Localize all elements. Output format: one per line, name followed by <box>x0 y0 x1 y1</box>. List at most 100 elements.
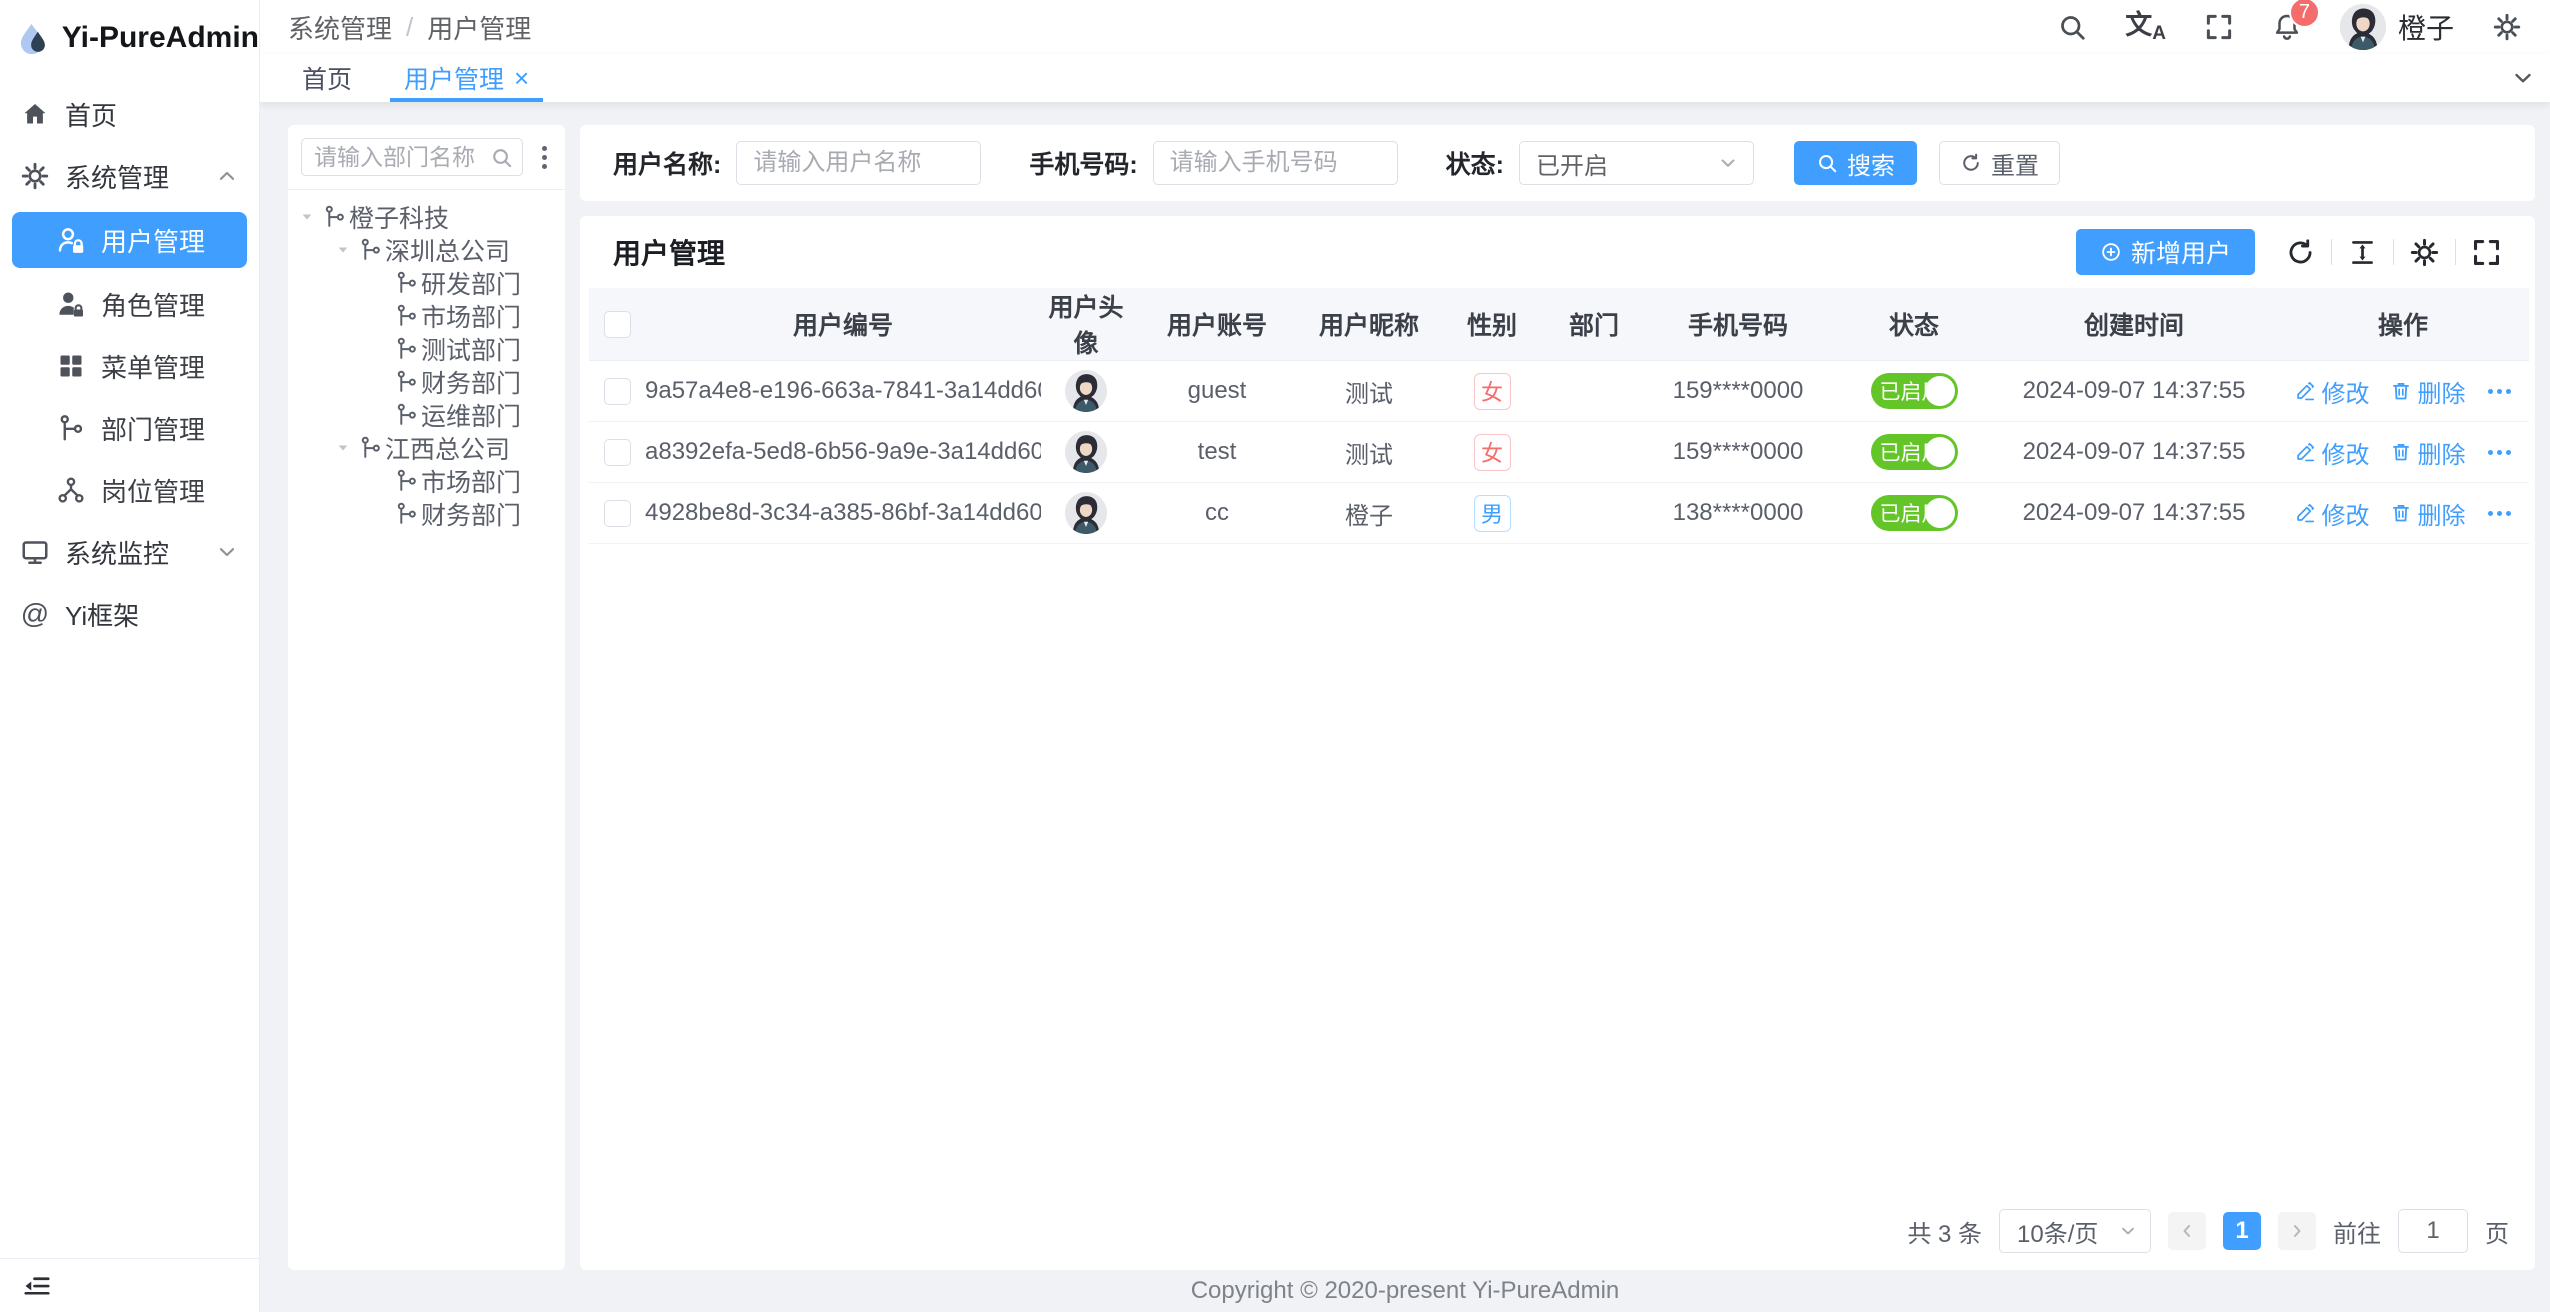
refresh-table-icon[interactable] <box>2285 237 2316 268</box>
sidebar-item-home[interactable]: 首页 <box>0 88 259 140</box>
username-filter-input[interactable] <box>736 141 982 185</box>
tab-home[interactable]: 首页 <box>276 54 378 102</box>
cell-nickname: 橙子 <box>1303 482 1435 544</box>
table-fullscreen-icon[interactable] <box>2471 237 2502 268</box>
cell-user-id: a8392efa-5ed8-6b56-9a9e-3a14dd60f4c8 <box>645 421 1041 483</box>
more-actions-icon[interactable] <box>2486 383 2513 400</box>
edit-link[interactable]: 修改 <box>2294 496 2370 531</box>
add-user-button-label: 新增用户 <box>2130 240 2231 268</box>
cell-nickname: 测试 <box>1303 421 1435 483</box>
search-button[interactable]: 搜索 <box>1793 141 1917 185</box>
tab-user-management[interactable]: 用户管理 × <box>378 54 555 102</box>
tree-node[interactable]: 研发部门 <box>292 266 561 299</box>
user-avatar <box>1065 492 1107 534</box>
tab-options-dropdown[interactable] <box>2496 54 2550 102</box>
more-actions-icon[interactable] <box>2486 444 2513 461</box>
table-toolbar: 用户管理 新增用户 <box>589 216 2526 288</box>
breadcrumb: 系统管理 / 用户管理 <box>288 9 531 46</box>
tree-node[interactable]: 运维部门 <box>292 398 561 431</box>
reset-button[interactable]: 重置 <box>1938 141 2060 185</box>
edit-link[interactable]: 修改 <box>2294 435 2370 470</box>
pagination-total: 共 3 条 <box>1907 1220 1982 1248</box>
sidebar-item-role-management[interactable]: 角色管理 <box>0 278 259 330</box>
home-icon <box>20 99 50 129</box>
tree-search-input[interactable] <box>301 138 523 176</box>
settings-gear-icon[interactable] <box>2492 12 2522 42</box>
sidebar: Yi-PureAdmin 首页 系统管理 用户管理 角色管理 菜单管理 部门管理 <box>0 0 260 1312</box>
sidebar-item-menu-management[interactable]: 菜单管理 <box>0 340 259 392</box>
col-created: 创建时间 <box>1991 288 2277 361</box>
row-checkbox[interactable] <box>603 439 631 467</box>
user-menu[interactable]: 橙子 <box>2339 4 2454 50</box>
tab-close-icon[interactable]: × <box>514 63 530 93</box>
row-density-icon[interactable] <box>2347 237 2378 268</box>
status-toggle[interactable]: 已启用 <box>1870 434 1958 470</box>
search-icon[interactable] <box>2057 12 2087 42</box>
page-number-button[interactable]: 1 <box>2223 1212 2261 1250</box>
copyright-footer: Copyright © 2020-present Yi-PureAdmin <box>260 1270 2550 1312</box>
divider <box>2393 239 2394 265</box>
tree-node[interactable]: 市场部门 <box>292 299 561 332</box>
prev-page-button[interactable] <box>2168 1212 2206 1250</box>
sidebar-item-yi-framework[interactable]: @ Yi框架 <box>0 588 259 640</box>
sidebar-item-user-management[interactable]: 用户管理 <box>12 212 247 268</box>
breadcrumb-parent[interactable]: 系统管理 <box>288 13 393 44</box>
add-user-button[interactable]: 新增用户 <box>2075 229 2255 275</box>
tab-label: 首页 <box>302 66 353 94</box>
page-size-select[interactable]: 10条/页 <box>1999 1209 2151 1253</box>
caret-down-icon[interactable] <box>292 208 322 226</box>
notification-bell[interactable]: 7 <box>2272 0 2320 42</box>
tree-node[interactable]: 财务部门 <box>292 497 561 530</box>
tree-node[interactable]: 橙子科技 <box>292 200 561 233</box>
next-page-button[interactable] <box>2278 1212 2316 1250</box>
app-logo-icon <box>16 15 50 61</box>
goto-page-input[interactable] <box>2398 1209 2468 1253</box>
sidebar-item-system-monitor[interactable]: 系统监控 <box>0 526 259 578</box>
tree-node[interactable]: 测试部门 <box>292 332 561 365</box>
edit-link[interactable]: 修改 <box>2294 374 2370 409</box>
row-actions: 修改 删除 <box>2277 435 2529 470</box>
cell-created: 2024-09-07 14:37:55 <box>1991 421 2277 483</box>
sidebar-item-dept-management[interactable]: 部门管理 <box>0 402 259 454</box>
phone-filter-input[interactable] <box>1152 141 1398 185</box>
divider <box>2455 239 2456 265</box>
status-toggle[interactable]: 已启用 <box>1870 373 1958 409</box>
row-actions: 修改 删除 <box>2277 374 2529 409</box>
sidebar-item-label: 角色管理 <box>101 290 206 321</box>
grid-icon <box>56 351 86 381</box>
sidebar-item-system-management[interactable]: 系统管理 <box>0 150 259 202</box>
tree-node[interactable]: 财务部门 <box>292 365 561 398</box>
delete-link[interactable]: 删除 <box>2390 435 2466 470</box>
tree-node[interactable]: 深圳总公司 <box>292 233 561 266</box>
collapse-sidebar-icon[interactable] <box>22 1271 52 1301</box>
page-unit-label: 页 <box>2485 1220 2509 1248</box>
gender-tag: 男 <box>1473 494 1511 532</box>
content: 橙子科技 深圳总公司 研发部门 市场部门 <box>260 102 2550 1270</box>
row-checkbox[interactable] <box>603 500 631 528</box>
status-filter-select[interactable]: 已开启 <box>1518 141 1754 185</box>
select-all-checkbox[interactable] <box>603 311 631 339</box>
chevron-down-icon <box>1717 152 1739 174</box>
row-checkbox[interactable] <box>603 378 631 406</box>
column-settings-icon[interactable] <box>2409 237 2440 268</box>
sidebar-footer <box>0 1258 259 1312</box>
sidebar-item-post-management[interactable]: 岗位管理 <box>0 464 259 516</box>
user-lock-icon <box>56 225 86 255</box>
tree-node[interactable]: 江西总公司 <box>292 431 561 464</box>
more-actions-icon[interactable] <box>2486 505 2513 522</box>
fullscreen-icon[interactable] <box>2204 12 2234 42</box>
tree-node[interactable]: 市场部门 <box>292 464 561 497</box>
caret-down-icon[interactable] <box>328 439 358 457</box>
cell-dept <box>1549 360 1639 422</box>
delete-link[interactable]: 删除 <box>2390 374 2466 409</box>
delete-link-label: 删除 <box>2417 380 2466 408</box>
app-logo-row[interactable]: Yi-PureAdmin <box>0 0 259 76</box>
status-toggle[interactable]: 已启用 <box>1870 495 1958 531</box>
col-status: 状态 <box>1837 288 1991 361</box>
caret-down-icon[interactable] <box>328 241 358 259</box>
tree-more-icon[interactable] <box>531 142 557 173</box>
share-nodes-icon <box>56 475 86 505</box>
branch-icon <box>358 435 383 460</box>
delete-link[interactable]: 删除 <box>2390 496 2466 531</box>
